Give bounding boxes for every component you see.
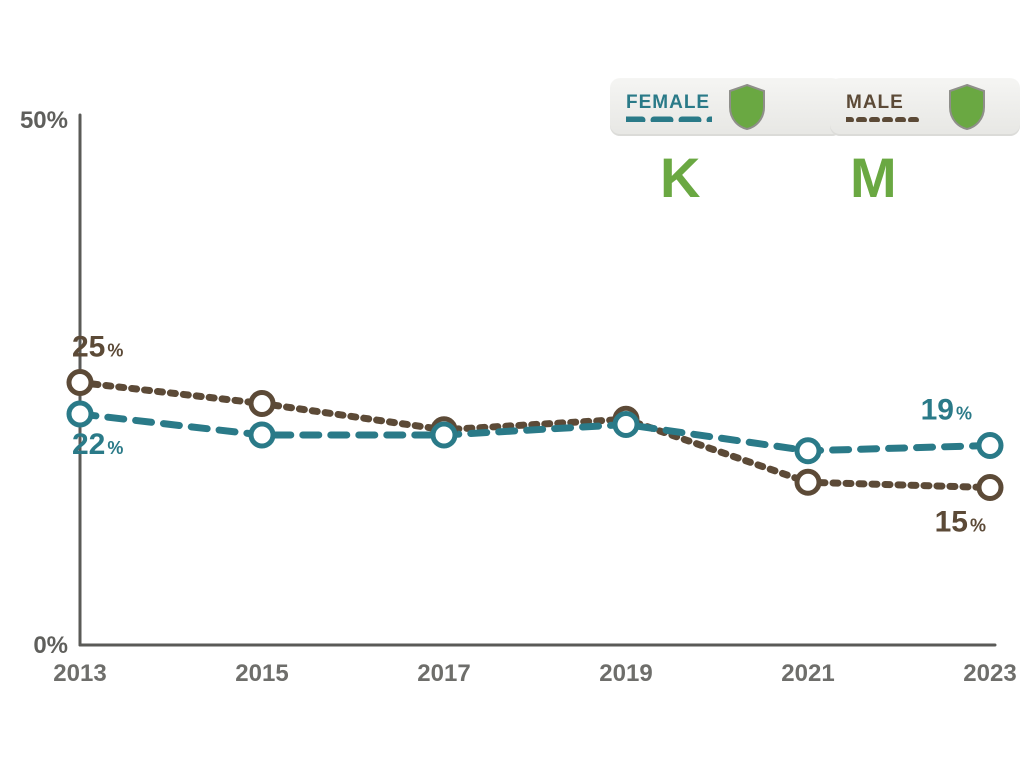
point-label: 19% bbox=[921, 394, 972, 427]
series-marker-female bbox=[251, 424, 273, 446]
x-tick-label: 2015 bbox=[235, 660, 288, 687]
series-marker-female bbox=[615, 414, 637, 436]
shield-icon bbox=[726, 83, 768, 131]
legend-swatch-male bbox=[846, 116, 932, 122]
overlay-letter-m: M bbox=[850, 150, 897, 206]
y-tick-label: 50% bbox=[20, 107, 68, 134]
series-marker-male bbox=[251, 393, 273, 415]
legend-label-female: FEMALE bbox=[626, 92, 710, 114]
series-marker-female bbox=[69, 403, 91, 425]
series-marker-female bbox=[979, 435, 1001, 457]
point-label: 15% bbox=[935, 506, 986, 539]
legend-item-female: FEMALE bbox=[610, 78, 842, 136]
x-tick-label: 2017 bbox=[417, 660, 470, 687]
chart-container: 0% 50% 2013 2015 2017 2019 2021 2023 25% 22% 19% 15… bbox=[0, 0, 1024, 762]
legend-item-male: MALE bbox=[830, 78, 1020, 136]
x-tick-label: 2019 bbox=[599, 660, 652, 687]
point-label: 22% bbox=[72, 428, 123, 461]
x-tick-label: 2023 bbox=[963, 660, 1016, 687]
x-tick-label: 2013 bbox=[53, 660, 106, 687]
series-marker-male bbox=[979, 477, 1001, 499]
series-marker-female bbox=[797, 440, 819, 462]
point-label: 25% bbox=[72, 331, 123, 364]
y-tick-label: 0% bbox=[33, 632, 68, 659]
legend-swatch-female bbox=[626, 116, 712, 122]
series-line-female bbox=[80, 414, 990, 451]
overlay-letter-k: K bbox=[660, 150, 700, 206]
series-marker-female bbox=[433, 424, 455, 446]
series-marker-male bbox=[797, 471, 819, 493]
x-tick-label: 2021 bbox=[781, 660, 834, 687]
shield-icon bbox=[946, 83, 988, 131]
series-marker-male bbox=[69, 372, 91, 394]
series-line-male bbox=[80, 383, 990, 488]
legend-label-male: MALE bbox=[846, 92, 904, 114]
